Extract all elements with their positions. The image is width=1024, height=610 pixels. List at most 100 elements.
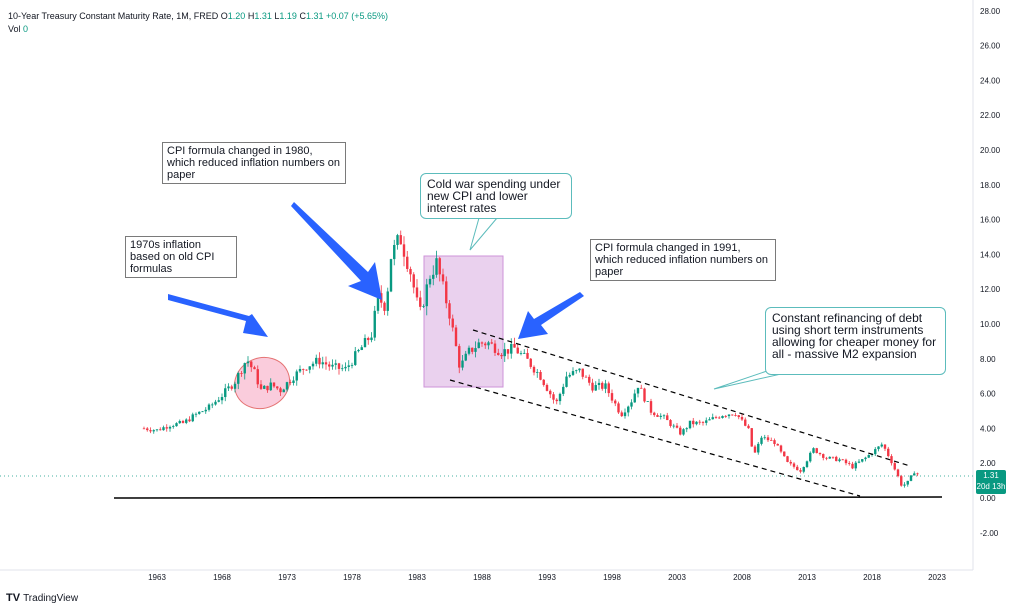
annotation-1970s-inflation[interactable]: 1970s inflation based on old CPI formula…: [125, 236, 237, 278]
candle-body: [659, 415, 662, 417]
candle-body: [246, 361, 250, 364]
candle-body: [396, 235, 399, 245]
candle-body: [415, 287, 419, 298]
candle-body: [523, 352, 526, 354]
candle-body: [357, 349, 360, 352]
candle-body: [458, 346, 461, 368]
upper-channel-line[interactable]: [472, 329, 911, 467]
symbol-title[interactable]: 10-Year Treasury Constant Maturity Rate,…: [8, 11, 219, 21]
candle-body: [432, 274, 435, 279]
candle-body: [744, 419, 747, 426]
candle-body: [682, 429, 685, 435]
candle-body: [812, 448, 815, 453]
candle-body: [419, 297, 422, 307]
candle-body: [204, 409, 207, 412]
candle-body: [831, 456, 835, 458]
candle-body: [188, 419, 191, 422]
candle-body: [705, 420, 708, 423]
candle-body: [786, 456, 789, 462]
time-tick-label: 1963: [148, 573, 166, 582]
lower-channel-line[interactable]: [449, 379, 861, 497]
time-tick-label: 2013: [798, 573, 816, 582]
candle-body: [393, 244, 396, 260]
candle-body: [672, 425, 675, 427]
candle-body: [909, 475, 913, 481]
candle-body: [822, 454, 825, 458]
candle-body: [321, 362, 324, 365]
candle-body: [295, 371, 298, 381]
candle-body: [445, 281, 448, 304]
seventies-highlight-ellipse[interactable]: [226, 349, 298, 418]
candle-body: [529, 358, 532, 367]
candle-body: [341, 368, 344, 370]
annotation-cpi-1991[interactable]: CPI formula changed in 1991, which reduc…: [590, 239, 776, 281]
candle-body: [848, 463, 851, 464]
price-tick-label: 4.00: [980, 424, 996, 433]
low-value: 1.19: [279, 11, 297, 21]
zero-baseline-line[interactable]: [113, 496, 943, 499]
candle-body: [331, 364, 334, 367]
candle-body: [805, 461, 809, 468]
candle-body: [649, 401, 653, 413]
candle-body: [766, 437, 770, 441]
candle-body: [750, 428, 753, 447]
candle-body: [841, 459, 844, 461]
candle-body: [253, 367, 256, 370]
candle-body: [477, 342, 480, 349]
close-value: 1.31: [305, 11, 324, 21]
candle-body: [864, 457, 867, 460]
price-tick-label: 6.00: [980, 390, 996, 399]
arrow-1980-icon[interactable]: [291, 202, 382, 300]
candle-body: [311, 363, 315, 367]
time-tick-label: 1998: [603, 573, 621, 582]
candle-body: [688, 420, 692, 429]
price-tick-label: 8.00: [980, 355, 996, 364]
candle-body: [536, 371, 539, 373]
candle-body: [760, 437, 763, 444]
candle-body: [861, 459, 864, 462]
tradingview-logo[interactable]: TV TradingView: [6, 592, 78, 604]
candle-body: [412, 274, 415, 288]
candle-body: [519, 353, 523, 354]
time-tick-label: 2018: [863, 573, 881, 582]
candle-body: [360, 347, 363, 350]
candle-body: [363, 338, 367, 348]
candle-body: [883, 444, 887, 449]
candle-body: [471, 347, 474, 352]
candle-body: [568, 374, 571, 377]
candle-body: [718, 417, 721, 419]
candle-body: [734, 415, 737, 416]
candle-body: [565, 376, 568, 387]
candle-body: [792, 463, 796, 467]
arrow-1991-icon[interactable]: [518, 292, 584, 339]
candle-body: [152, 430, 155, 432]
last-price-label[interactable]: 1.31 20d 13h: [976, 470, 1006, 494]
time-axis[interactable]: 1963 1968 1973 1978 1983 1988 1993 1998 2003 2008…: [148, 573, 946, 582]
candle-body: [233, 383, 237, 389]
candle-body: [480, 342, 484, 344]
candle-body: [815, 448, 818, 454]
candle-body: [146, 428, 149, 431]
annotation-cpi-1980[interactable]: CPI formula changed in 1980, which reduc…: [162, 142, 346, 184]
annotation-cold-war[interactable]: Cold war spending under new CPI and lowe…: [420, 173, 572, 219]
candle-body: [549, 390, 552, 395]
price-axis[interactable]: -2.00 0.00 2.00 4.00 6.00 8.00 10.00 12.00 14.00…: [980, 7, 1001, 538]
candle-body: [409, 268, 412, 275]
annotation-refinancing[interactable]: Constant refinancing of debt using short…: [765, 307, 946, 375]
price-tick-label: 10.00: [980, 320, 1001, 329]
arrow-1970s-icon[interactable]: [168, 294, 268, 337]
candle-body: [656, 415, 659, 417]
candle-body: [558, 393, 562, 402]
candle-body: [516, 347, 519, 354]
candle-body: [753, 446, 757, 453]
candle-body: [302, 368, 305, 370]
candle-body: [783, 451, 786, 457]
candle-body: [237, 373, 240, 384]
candle-body: [789, 461, 792, 464]
candle-body: [240, 373, 243, 374]
candle-body: [906, 480, 909, 485]
candle-body: [289, 382, 292, 384]
price-tick-label: 16.00: [980, 216, 1001, 225]
candle-body: [191, 414, 194, 422]
